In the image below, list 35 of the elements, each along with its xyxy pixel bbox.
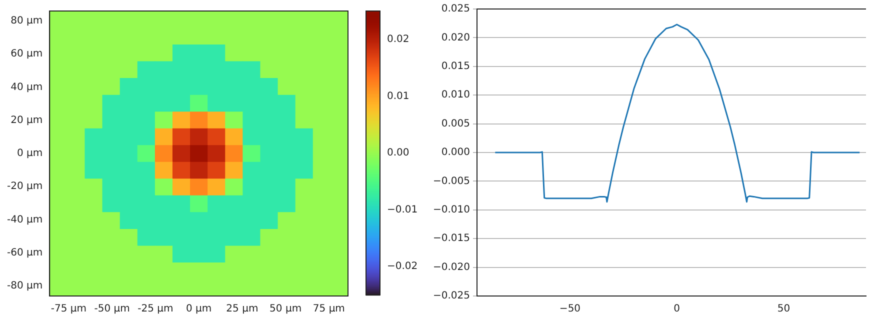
x-tick-label: −50	[559, 304, 581, 315]
y-tick-label: -40 µm	[6, 214, 43, 226]
x-tick-label: -50 µm	[94, 304, 130, 315]
y-tick-label: 0.025	[441, 4, 470, 15]
y-tick-label: 0.015	[441, 60, 470, 72]
x-tick-label: 0 µm	[186, 304, 212, 315]
y-tick-label: −0.010	[432, 204, 470, 216]
y-tick-label: 0 µm	[16, 148, 43, 160]
y-tick-label: −0.025	[432, 290, 470, 302]
y-tick-label: 20 µm	[10, 114, 43, 126]
y-tick-label: 60 µm	[10, 48, 43, 60]
y-tick-label: 80 µm	[10, 16, 43, 27]
x-tick-label: 50	[777, 304, 790, 315]
x-tick-label: -25 µm	[138, 304, 174, 315]
y-tick-label: -60 µm	[6, 248, 43, 259]
y-tick-label: −0.015	[432, 233, 470, 244]
y-tick-label: −0.020	[432, 262, 470, 273]
x-tick-label: -75 µm	[50, 304, 87, 315]
x-tick-label: 25 µm	[226, 304, 258, 315]
y-tick-label: −0.005	[432, 176, 470, 187]
y-tick-label: 0.020	[441, 32, 470, 44]
color-bar-label: 0.00	[387, 148, 410, 159]
x-tick-label: 0	[674, 304, 680, 315]
y-tick-label: 0.005	[441, 118, 470, 130]
color-bar-label: 0.02	[387, 34, 410, 45]
y-tick-label: -20 µm	[6, 181, 43, 192]
y-tick-label: -80 µm	[6, 280, 43, 292]
y-tick-label: 0.000	[441, 147, 470, 158]
x-tick-label: 75 µm	[312, 304, 345, 315]
x-tick-label: 50 µm	[270, 304, 302, 315]
color-bar-label: 0.01	[387, 90, 410, 102]
y-tick-label: 40 µm	[10, 82, 43, 93]
y-tick-label: 0.010	[441, 90, 470, 101]
color-bar-label: −0.01	[387, 204, 418, 216]
color-bar-label: −0.02	[387, 261, 418, 272]
